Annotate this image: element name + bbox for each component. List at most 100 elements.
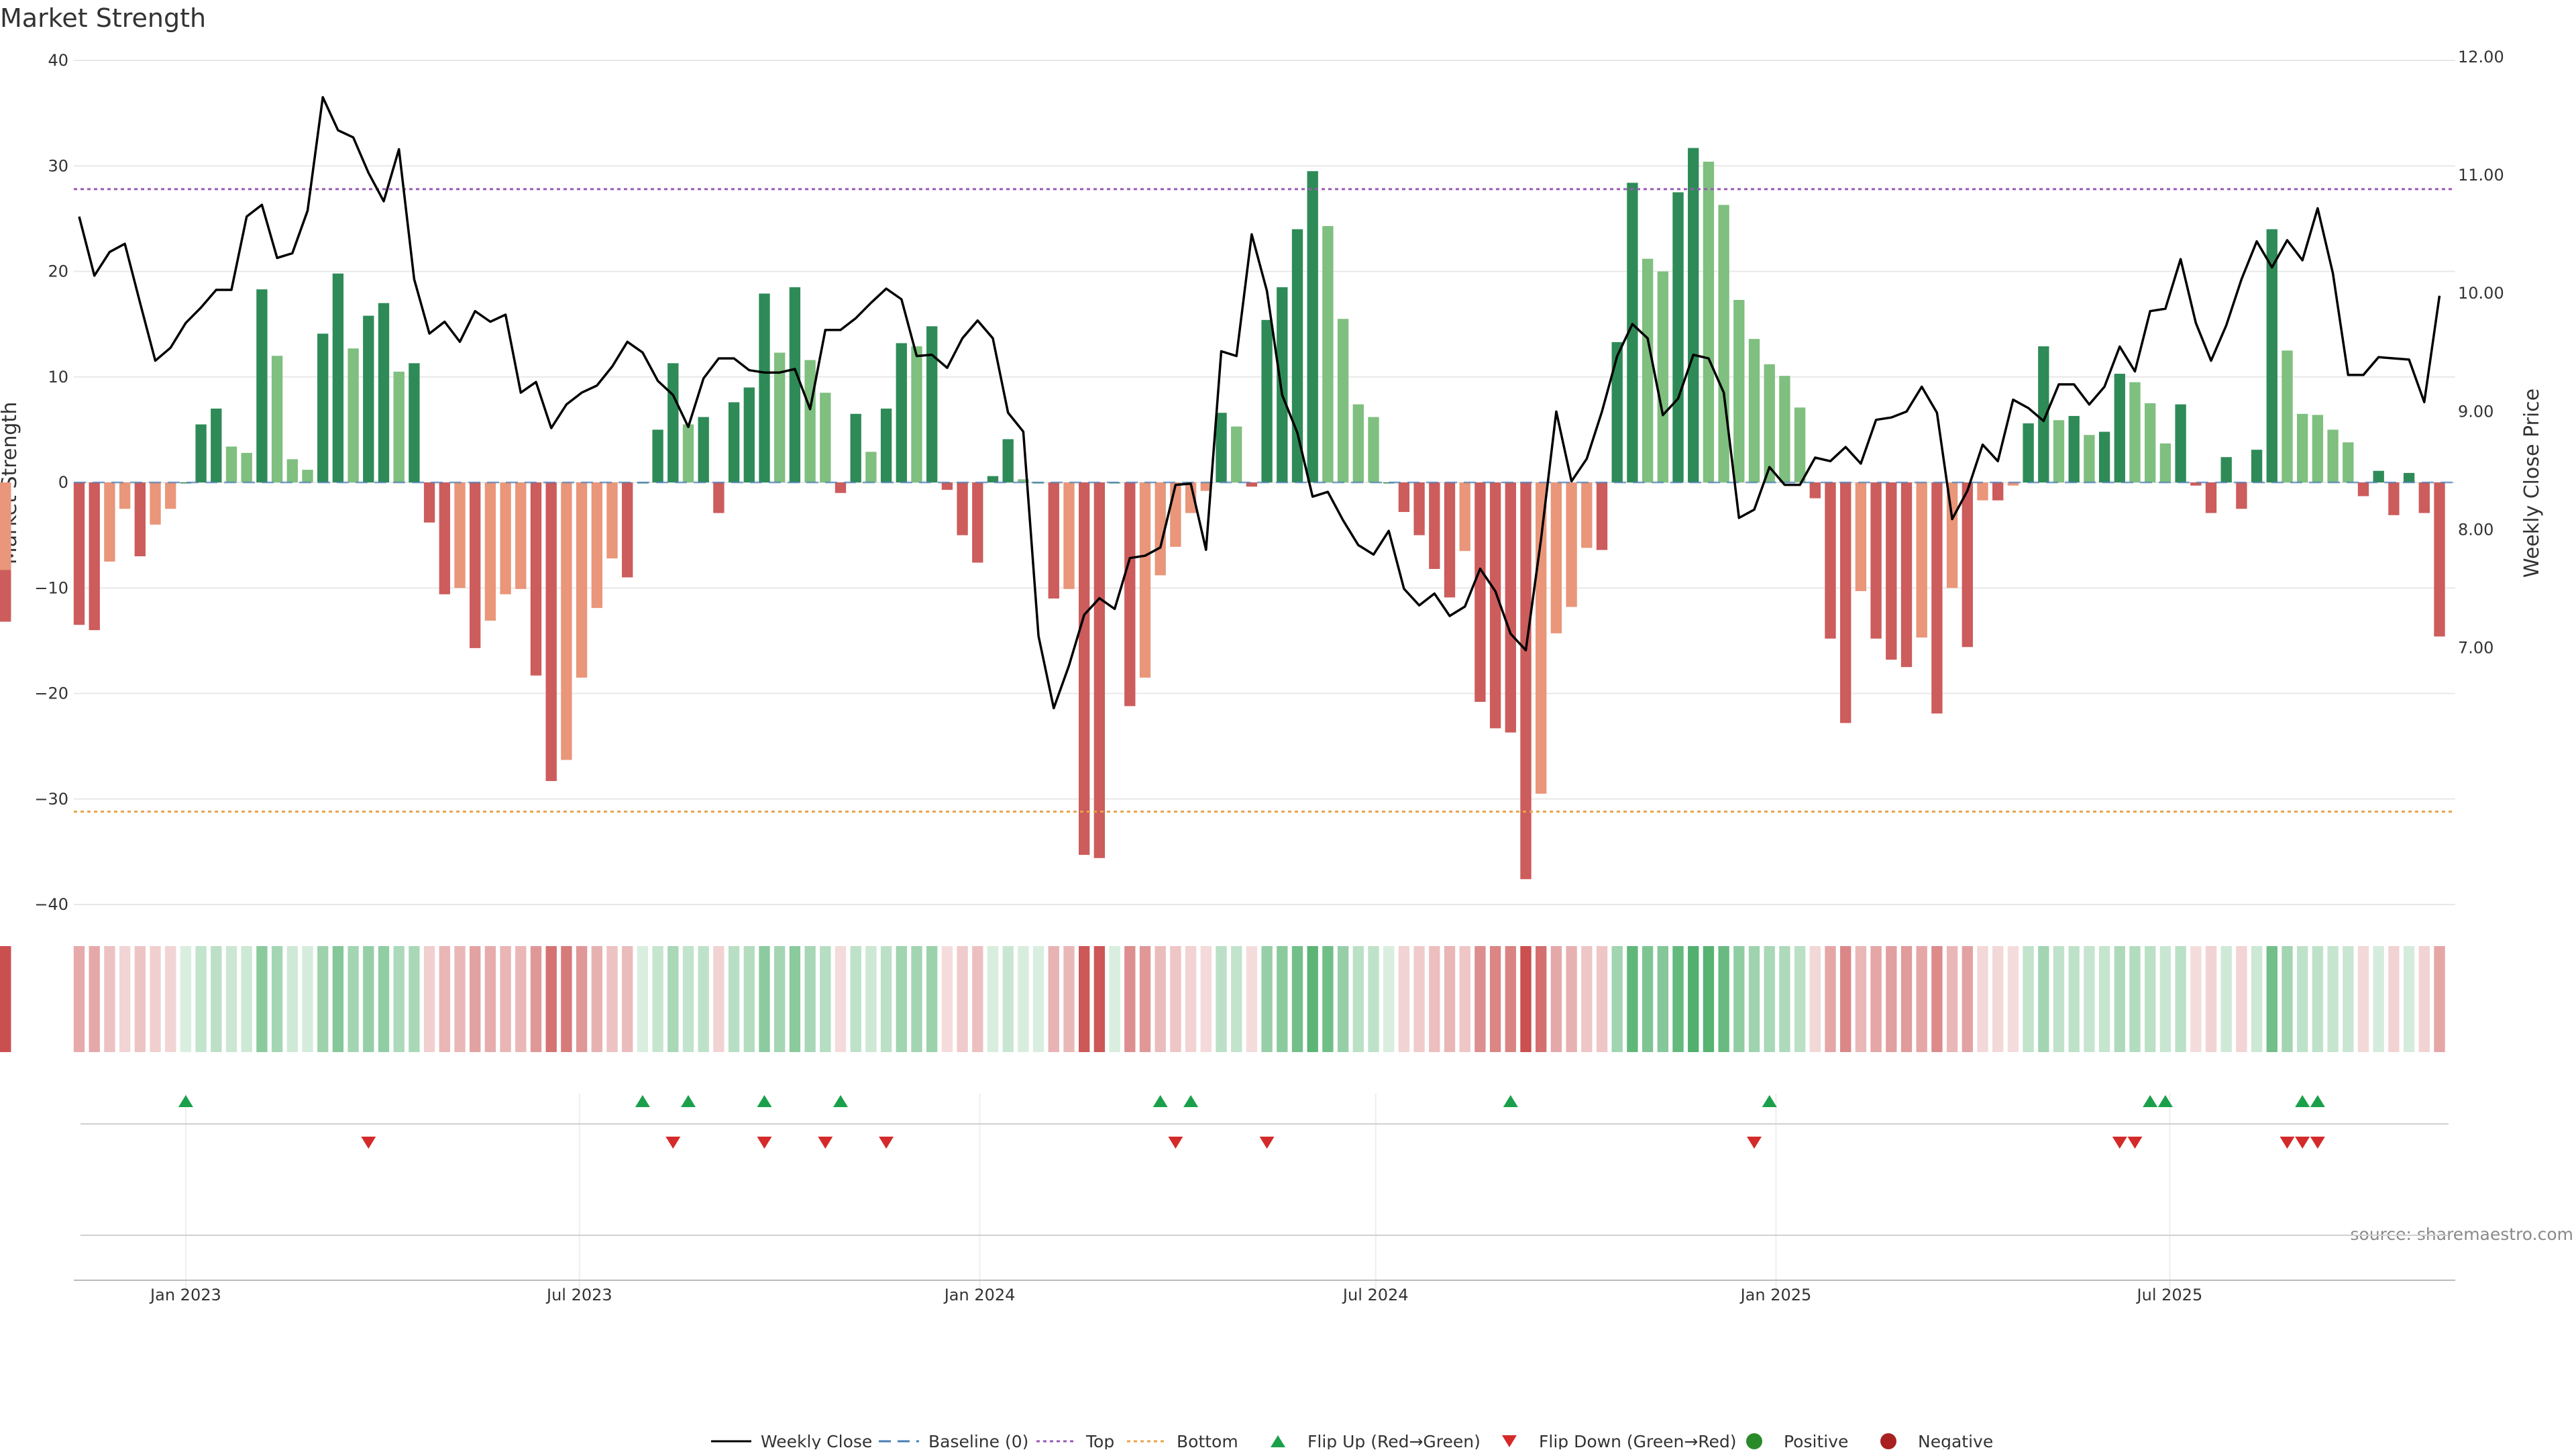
heat-strip-cell bbox=[972, 946, 983, 1052]
heat-strip-cell bbox=[850, 946, 861, 1052]
heat-strip-cell bbox=[2098, 946, 2110, 1052]
heat-strip-cell bbox=[1277, 946, 1288, 1052]
strength-bar bbox=[1291, 229, 1303, 482]
heat-strip-cell bbox=[2114, 946, 2125, 1052]
strength-bar bbox=[515, 482, 527, 589]
strength-bar bbox=[2236, 482, 2247, 509]
heat-strip-cell bbox=[409, 946, 420, 1052]
heat-strip-cell bbox=[926, 946, 938, 1052]
heat-strip-cell bbox=[1611, 946, 1623, 1052]
strength-bar bbox=[484, 482, 496, 621]
heat-strip-cell bbox=[2357, 946, 2369, 1052]
heat-strip-cell bbox=[1307, 946, 1318, 1052]
heat-strip-cell bbox=[1489, 946, 1501, 1052]
heat-strip-cell bbox=[1931, 946, 1943, 1052]
strength-bars bbox=[0, 148, 2445, 880]
strength-bar bbox=[1352, 404, 1364, 482]
flip-up-marker bbox=[2295, 1095, 2310, 1107]
heat-strip-cell bbox=[1459, 946, 1470, 1052]
strength-bar bbox=[2007, 482, 2019, 486]
strength-bar bbox=[1048, 482, 1059, 599]
heat-strip-cell bbox=[2282, 946, 2293, 1052]
flip-down-marker bbox=[879, 1137, 894, 1149]
heat-strip-cell bbox=[606, 946, 618, 1052]
strength-bar bbox=[271, 356, 283, 482]
flip-up-marker bbox=[1183, 1095, 1199, 1107]
strength-bar bbox=[1992, 482, 2004, 501]
heat-strip-cell bbox=[1413, 946, 1425, 1052]
heat-strip-cell bbox=[1352, 946, 1364, 1052]
heat-strip-cell bbox=[2038, 946, 2049, 1052]
strength-bar bbox=[1489, 482, 1501, 729]
heat-strip-cell bbox=[2084, 946, 2095, 1052]
strength-bar bbox=[2357, 482, 2369, 497]
legend-item: Bottom bbox=[1127, 1432, 1238, 1451]
strength-bar bbox=[2343, 442, 2354, 482]
strength-bar bbox=[1261, 319, 1273, 482]
legend-swatch-circle bbox=[1880, 1433, 1896, 1449]
strength-bar bbox=[302, 470, 313, 482]
strength-bar bbox=[789, 287, 801, 482]
heat-strip-cell bbox=[622, 946, 633, 1052]
heat-strip-cell bbox=[728, 946, 740, 1052]
heat-strip-cell bbox=[500, 946, 511, 1052]
heat-strip-cell bbox=[2434, 946, 2445, 1052]
heat-strip-cell bbox=[0, 946, 11, 1052]
heat-strip-cell bbox=[2007, 946, 2019, 1052]
strength-bar bbox=[363, 315, 374, 482]
heat-strip-cell bbox=[1337, 946, 1349, 1052]
x-tick-label: Jul 2023 bbox=[545, 1286, 612, 1304]
heat-strip-cell bbox=[1779, 946, 1790, 1052]
strength-bar bbox=[850, 413, 861, 482]
heat-strip-cell bbox=[211, 946, 222, 1052]
strength-bar bbox=[820, 393, 831, 482]
strength-bar bbox=[1536, 482, 1547, 794]
heat-strip-cell bbox=[911, 946, 922, 1052]
y-tick-label: −30 bbox=[34, 790, 68, 809]
heat-strip-cell bbox=[317, 946, 329, 1052]
strength-bar bbox=[439, 482, 450, 594]
legend-label: Positive bbox=[1784, 1432, 1848, 1449]
heat-strip-cell bbox=[363, 946, 374, 1052]
heat-strip-cell bbox=[470, 946, 481, 1052]
flip-down-marker bbox=[361, 1137, 376, 1149]
heat-strip-cell bbox=[2373, 946, 2384, 1052]
heat-strip-cell bbox=[530, 946, 542, 1052]
strength-bar bbox=[1916, 482, 1927, 638]
heat-strip-cell bbox=[1429, 946, 1440, 1052]
x-tick-label: Jan 2023 bbox=[149, 1286, 221, 1304]
strength-bar bbox=[2190, 482, 2202, 486]
strength-bar bbox=[1398, 482, 1410, 513]
strength-bar bbox=[241, 452, 252, 482]
heat-strip-cell bbox=[73, 946, 85, 1052]
strength-bar bbox=[2403, 472, 2415, 482]
strength-bar bbox=[926, 326, 938, 482]
legend-label: Top bbox=[1085, 1432, 1114, 1449]
legend-label: Negative bbox=[1918, 1432, 1993, 1449]
strength-bar bbox=[667, 363, 679, 482]
strength-bar bbox=[332, 273, 344, 482]
strength-bar bbox=[1337, 319, 1349, 482]
heat-strip-cell bbox=[1688, 946, 1699, 1052]
heat-strip-cell bbox=[1886, 946, 1897, 1052]
legend-swatch-triangle-up bbox=[1271, 1435, 1285, 1447]
flip-up-marker bbox=[635, 1095, 650, 1107]
legend-item: Weekly Close bbox=[711, 1432, 872, 1451]
strength-bar bbox=[941, 482, 953, 490]
strength-bar bbox=[134, 482, 146, 557]
strength-bar bbox=[2373, 470, 2384, 482]
heat-strip-cell bbox=[271, 946, 283, 1052]
heat-strip-cell bbox=[896, 946, 907, 1052]
flip-down-marker bbox=[2127, 1137, 2143, 1149]
strength-bar bbox=[713, 482, 724, 513]
strength-bar bbox=[0, 482, 11, 562]
strength-bar bbox=[454, 482, 466, 588]
strength-bar bbox=[211, 408, 222, 482]
x-axis-ticks: Jan 2023 Jul 2023 Jan 2024 Jul 2024 Jan 2025… bbox=[149, 1286, 2202, 1304]
heat-strip-cell bbox=[89, 946, 100, 1052]
heat-strip-cell bbox=[454, 946, 466, 1052]
strength-bar bbox=[1931, 482, 1943, 714]
x-tick-label: Jul 2025 bbox=[2136, 1286, 2203, 1304]
heat-strip-cell bbox=[1870, 946, 1882, 1052]
